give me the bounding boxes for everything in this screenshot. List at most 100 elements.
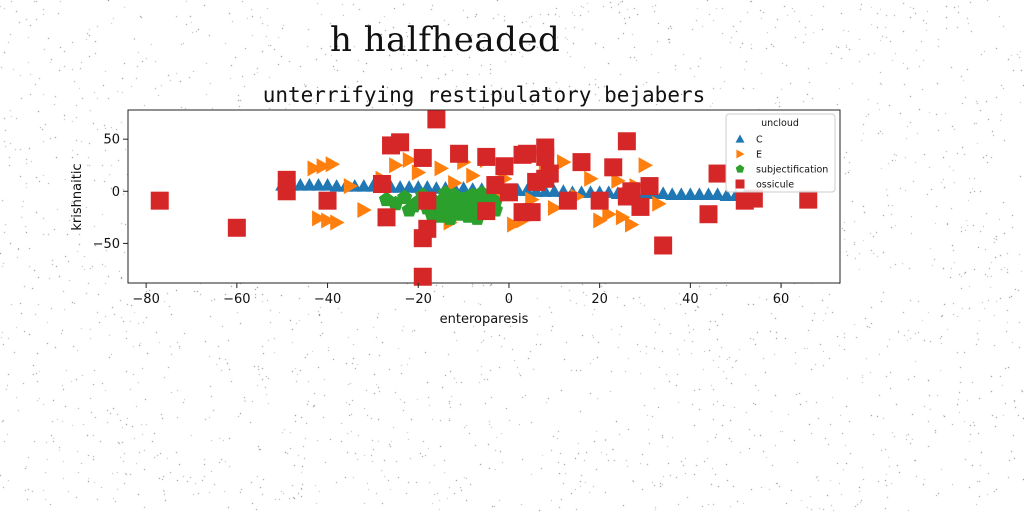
- data-point: [227, 218, 246, 237]
- data-marks: [150, 110, 818, 286]
- data-point: [518, 144, 537, 163]
- data-point: [674, 187, 689, 201]
- data-point: [683, 187, 698, 201]
- y-tick-label: 0: [112, 185, 120, 200]
- data-point: [708, 164, 727, 183]
- data-point: [572, 153, 591, 172]
- data-point: [558, 191, 577, 210]
- x-axis-ticks: −80 −60 −40 −20 0 20 40 60: [132, 283, 789, 307]
- legend-label: subjectification: [756, 165, 828, 176]
- x-tick-label: 0: [505, 292, 513, 307]
- data-point: [617, 132, 636, 151]
- data-point: [411, 164, 427, 181]
- x-tick-label: 60: [773, 292, 790, 307]
- data-point: [397, 189, 413, 205]
- data-point: [719, 188, 734, 202]
- data-point: [556, 154, 572, 171]
- legend-marker: [735, 134, 745, 143]
- data-point: [329, 179, 344, 192]
- x-tick-label: −20: [405, 292, 432, 307]
- data-point: [418, 219, 437, 238]
- x-tick-label: −80: [132, 292, 159, 307]
- data-point: [638, 157, 653, 174]
- data-point: [710, 187, 725, 201]
- data-point: [393, 180, 408, 193]
- legend-marker: [735, 179, 745, 189]
- data-point: [434, 160, 449, 177]
- x-axis-label: enteroparesis: [440, 312, 529, 327]
- legend-entry: C: [735, 134, 763, 146]
- data-point: [611, 172, 626, 189]
- x-tick-label: 20: [591, 292, 608, 307]
- x-tick-label: 40: [682, 292, 699, 307]
- data-point: [665, 187, 680, 201]
- data-point: [402, 152, 418, 169]
- page-heading: h halfheaded: [330, 20, 561, 60]
- data-point: [343, 178, 359, 195]
- legend-marker: [735, 164, 745, 173]
- data-point: [547, 199, 563, 216]
- data-point: [311, 178, 326, 191]
- data-point: [330, 214, 345, 231]
- data-point: [692, 187, 707, 201]
- data-point: [424, 206, 440, 221]
- data-point: [356, 179, 371, 192]
- data-point: [320, 178, 335, 191]
- legend-entry: subjectification: [735, 164, 828, 176]
- data-point: [538, 184, 553, 197]
- series-subjectification: [378, 185, 503, 225]
- legend-label: ossicule: [756, 180, 794, 191]
- data-point: [357, 202, 372, 219]
- legend-label: C: [756, 135, 763, 146]
- legend-marker: [736, 149, 745, 159]
- legend-entry: E: [736, 149, 762, 161]
- data-point: [522, 203, 541, 222]
- legend-box: [725, 113, 836, 193]
- data-point: [389, 157, 404, 174]
- data-point: [450, 144, 469, 163]
- legend-label: E: [756, 150, 762, 161]
- data-point: [277, 182, 296, 201]
- data-point: [477, 147, 496, 166]
- data-point: [316, 158, 332, 175]
- data-point: [540, 164, 559, 183]
- data-point: [442, 210, 458, 225]
- data-point: [413, 148, 432, 167]
- data-point: [622, 182, 641, 201]
- data-point: [584, 170, 599, 187]
- data-point: [799, 190, 818, 209]
- data-point: [477, 202, 496, 221]
- data-point: [402, 180, 417, 193]
- data-point: [744, 189, 763, 208]
- legend-entry: ossicule: [735, 179, 794, 191]
- data-point: [321, 212, 336, 229]
- y-tick-label: 50: [103, 133, 120, 148]
- data-point: [631, 197, 650, 216]
- chart-title: unterrifying restipulatory bejabers: [263, 83, 706, 107]
- data-point: [602, 206, 617, 223]
- data-point: [640, 177, 659, 196]
- data-point: [427, 110, 446, 129]
- data-point: [495, 157, 514, 176]
- data-point: [593, 212, 608, 229]
- data-point: [302, 178, 317, 191]
- data-point: [520, 183, 535, 196]
- x-tick-label: −60: [223, 292, 250, 307]
- y-axis-ticks: −50 0 50: [93, 133, 128, 252]
- data-point: [406, 197, 422, 213]
- data-point: [418, 191, 437, 210]
- data-point: [372, 174, 391, 193]
- y-axis-label: krishnaitic: [70, 163, 85, 230]
- data-point: [448, 174, 463, 191]
- data-point: [307, 160, 322, 177]
- data-point: [699, 205, 718, 224]
- data-point: [451, 199, 467, 215]
- data-point: [499, 183, 518, 202]
- data-point: [615, 209, 631, 226]
- data-point: [652, 195, 667, 212]
- x-tick-label: −40: [314, 292, 341, 307]
- data-point: [547, 184, 562, 197]
